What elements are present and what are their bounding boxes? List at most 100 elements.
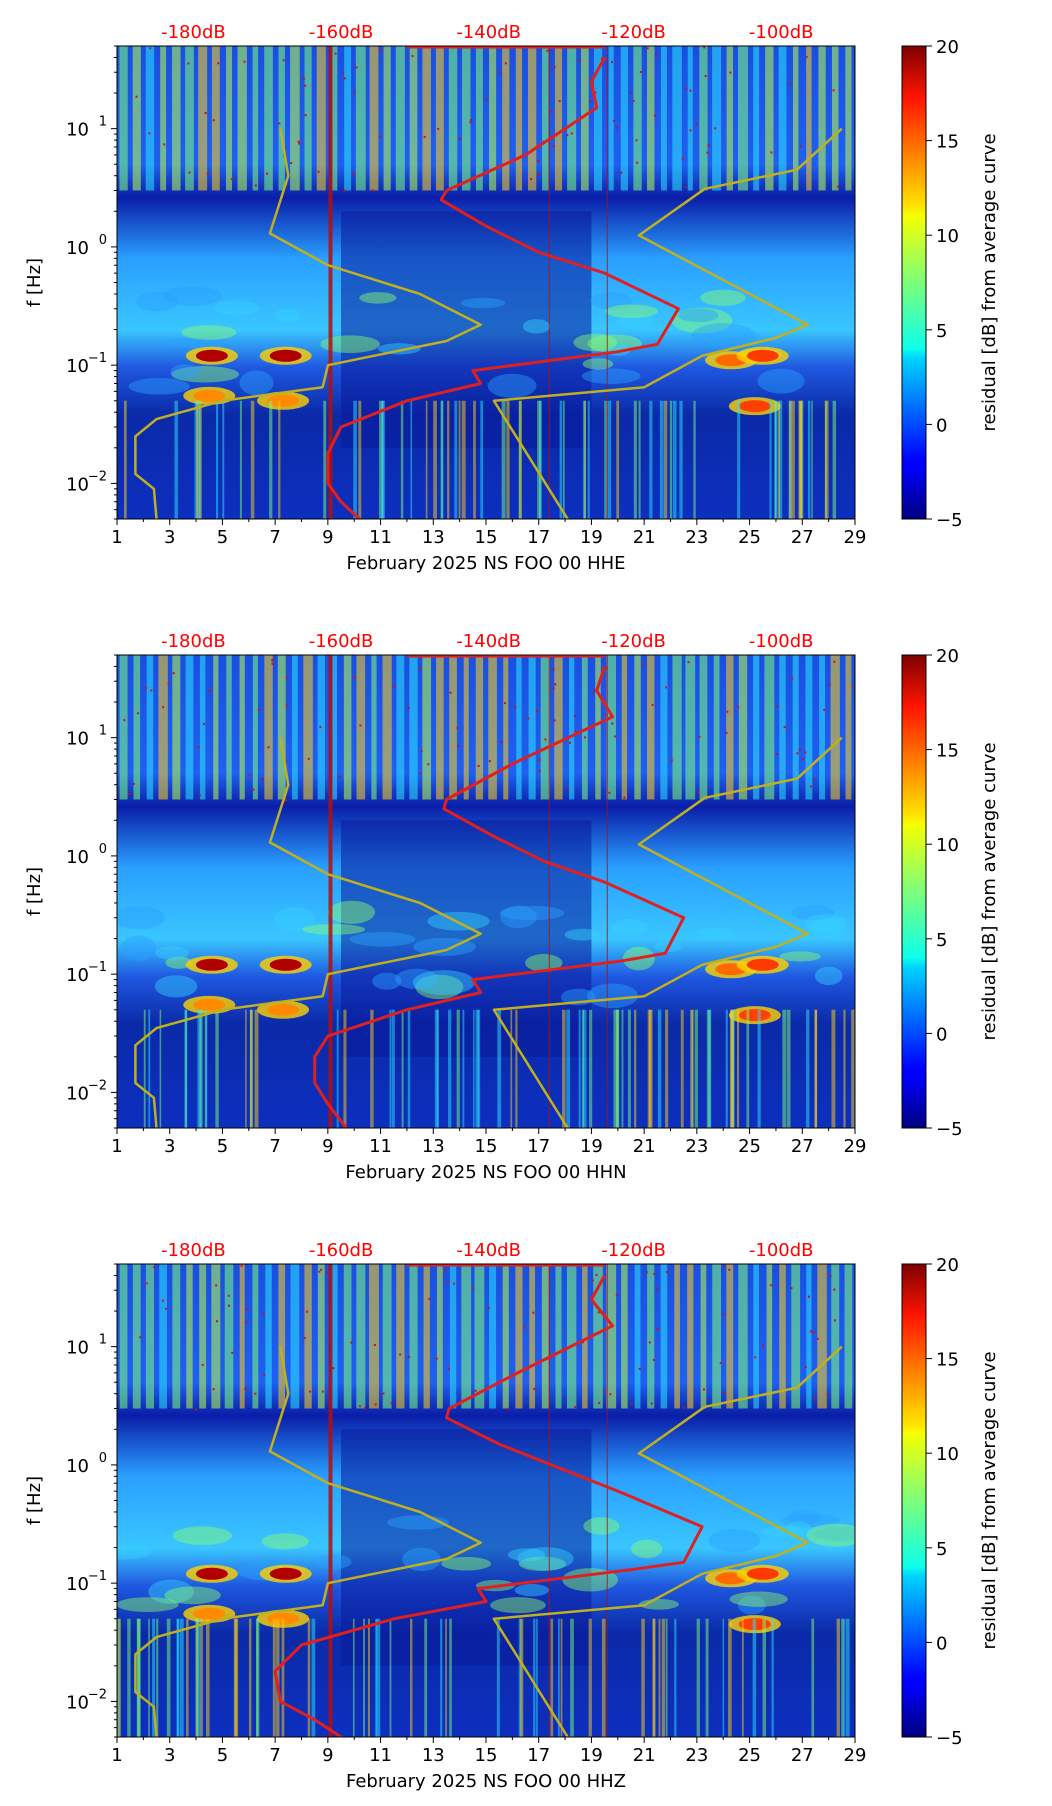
hf-stripe	[396, 1264, 405, 1409]
speckle	[499, 71, 502, 74]
microseism-blob	[780, 1513, 841, 1528]
microseism-blob	[757, 368, 805, 394]
speckle	[135, 95, 138, 98]
speckle	[212, 119, 215, 122]
x-tick-label: 1	[111, 1136, 122, 1157]
hf-stripe	[383, 46, 391, 191]
speckle	[584, 736, 587, 739]
speckle	[804, 751, 807, 754]
hf-stripe	[225, 46, 233, 191]
hf-stripe	[290, 1264, 300, 1409]
colorbar-tick-label: 10	[936, 226, 959, 247]
speckle	[318, 1270, 321, 1273]
microseism-blob	[518, 1556, 566, 1572]
speckle	[407, 707, 410, 710]
series-curve	[313, 666, 686, 1128]
speckle	[645, 1271, 648, 1274]
hf-stripe	[396, 655, 405, 800]
hf-stripe	[172, 1264, 181, 1409]
hf-stripe	[870, 655, 880, 799]
colorbar-tick-label: 20	[936, 37, 959, 58]
microseism-blob	[148, 1579, 194, 1604]
lf-streak	[746, 1009, 750, 1128]
lf-streak	[440, 400, 443, 519]
lf-streak	[447, 400, 450, 519]
microseism-blob	[128, 378, 190, 395]
y-axis-label: f [Hz]	[24, 1476, 45, 1525]
series-curve	[134, 1346, 482, 1737]
lf-streak	[400, 400, 404, 519]
speckle	[805, 55, 808, 58]
speckle	[714, 127, 717, 130]
hf-stripe	[252, 1264, 259, 1409]
energy-hotspot	[267, 1003, 300, 1016]
speckle	[707, 144, 710, 147]
speckle	[307, 757, 310, 760]
microseism-blob	[779, 951, 821, 962]
x-tick-label: 9	[322, 527, 333, 548]
hf-stripe	[119, 1264, 128, 1409]
lf-streak	[506, 400, 510, 519]
speckle	[804, 1365, 807, 1368]
hf-stripe	[331, 655, 338, 800]
speckle	[537, 173, 540, 176]
speckle	[629, 91, 632, 94]
speckle	[650, 1402, 653, 1405]
x-tick-label: 15	[475, 1745, 498, 1766]
speckle	[689, 129, 692, 132]
x-tick-label: 9	[322, 1136, 333, 1157]
hf-stripe	[806, 1264, 812, 1409]
speckle	[477, 764, 480, 767]
db-scale-label: -140dB	[456, 22, 521, 43]
speckle	[419, 772, 422, 775]
x-tick-label: 17	[527, 1136, 550, 1157]
lf-streak	[123, 400, 127, 519]
lf-streak	[186, 1618, 189, 1737]
y-tick-label: 10	[66, 1083, 89, 1104]
lf-streak	[665, 1618, 668, 1737]
hf-stripe	[819, 655, 826, 800]
microseism-blob	[525, 954, 563, 972]
lf-streak	[389, 1618, 392, 1737]
lf-streak	[588, 1618, 592, 1737]
speckle	[352, 173, 355, 176]
speckle	[252, 788, 255, 791]
lf-streak	[752, 1618, 757, 1737]
speckle	[128, 793, 131, 796]
hf-stripe	[474, 1264, 485, 1409]
db-scale-label: -120dB	[601, 22, 666, 43]
hf-stripe	[119, 46, 128, 191]
hf-stripe	[699, 655, 708, 800]
hf-stripe	[779, 1264, 786, 1409]
hf-stripe	[303, 655, 313, 800]
speckle	[427, 763, 430, 766]
lf-streak	[358, 400, 362, 519]
series-curve	[134, 737, 482, 1128]
lf-streak	[389, 1009, 392, 1128]
lf-streak	[616, 1009, 620, 1128]
lf-streak	[197, 1009, 202, 1128]
y-tick-label: 10	[66, 847, 89, 868]
speckle	[588, 100, 591, 103]
hf-stripe	[158, 655, 168, 800]
hf-stripe	[132, 46, 141, 191]
lf-streak	[791, 400, 795, 519]
lf-streak	[375, 1618, 378, 1737]
y-tick-label: 10	[66, 1338, 89, 1359]
lf-streak	[578, 1009, 581, 1128]
speckle	[553, 66, 556, 69]
colorbar-tick-label: 10	[936, 1444, 959, 1465]
hf-stripe	[422, 46, 431, 191]
speckle	[685, 87, 688, 90]
speckle	[630, 1402, 633, 1405]
lf-streak	[696, 1618, 700, 1737]
hf-stripe	[871, 1264, 879, 1408]
lf-streak	[281, 1618, 285, 1737]
energy-hotspot	[746, 958, 779, 971]
speckle	[537, 159, 540, 162]
hf-stripe	[344, 46, 352, 191]
lf-streak	[269, 400, 273, 519]
speckle	[573, 715, 576, 718]
lf-streak	[658, 1618, 661, 1737]
speckle	[165, 1307, 168, 1310]
